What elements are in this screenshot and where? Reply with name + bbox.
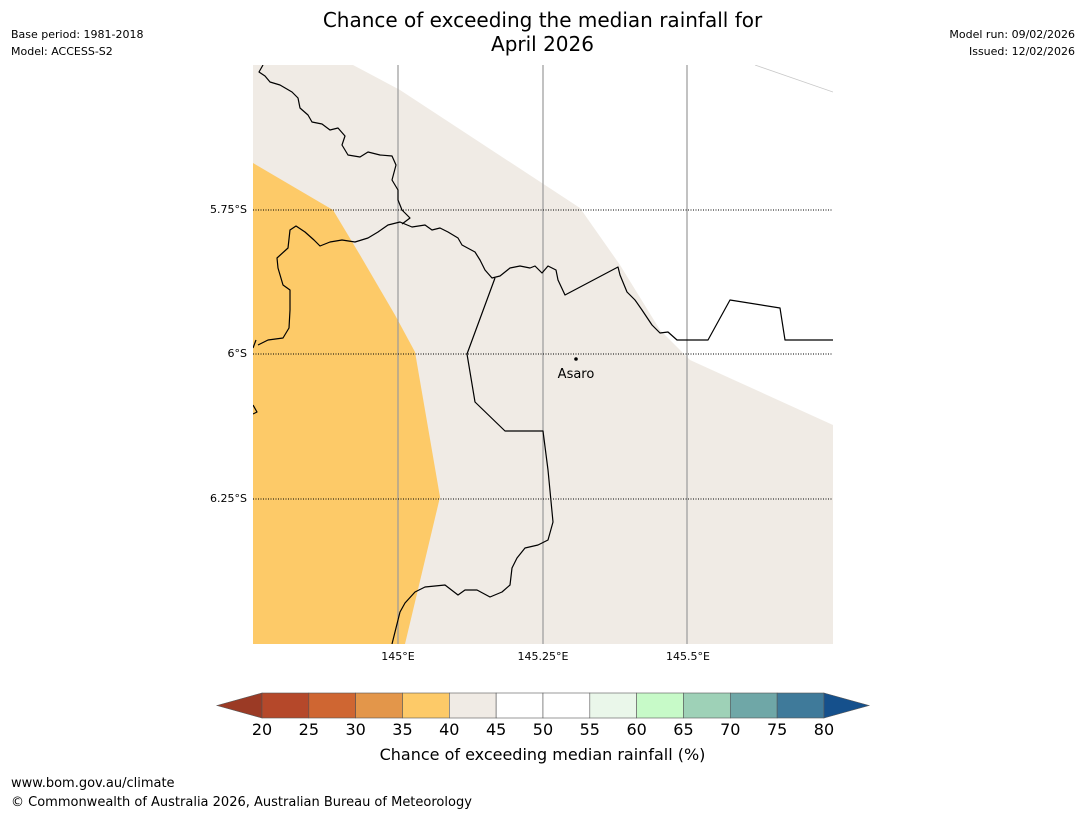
gridlines bbox=[253, 65, 833, 644]
place-label-asaro: Asaro bbox=[558, 367, 595, 382]
lat-label-6-25: 6.25°S bbox=[210, 492, 247, 505]
map: Asaro 5.75°S 6°S 6.25°S 145°E 145.25°E 1… bbox=[210, 65, 833, 663]
issued-date: Issued: 12/02/2026 bbox=[968, 45, 1075, 58]
colorbar-boxes bbox=[215, 692, 871, 719]
colorbar-tick-75: 75 bbox=[767, 720, 787, 739]
colorbar-tick-70: 70 bbox=[720, 720, 740, 739]
asaro-marker bbox=[574, 357, 578, 361]
colorbar-bin-40-45 bbox=[449, 692, 497, 719]
lat-label-5-75: 5.75°S bbox=[210, 203, 247, 216]
colorbar-bin-55-60 bbox=[589, 692, 637, 719]
colorbar-bin-75-80 bbox=[776, 692, 825, 719]
colorbar-bin-65-70 bbox=[683, 692, 731, 719]
province-borders bbox=[253, 65, 833, 644]
title-line-2: April 2026 bbox=[491, 32, 594, 56]
border-west-stub-2 bbox=[253, 404, 258, 415]
lon-label-145-5: 145.5°E bbox=[666, 650, 710, 663]
colorbar-bin-20-25 bbox=[261, 692, 310, 719]
colorbar-bin-35-40 bbox=[402, 692, 450, 719]
map-frame: Asaro bbox=[253, 65, 833, 644]
region-35-40 bbox=[253, 163, 440, 644]
lon-label-145-25: 145.25°E bbox=[518, 650, 569, 663]
colorbar-tick-80: 80 bbox=[814, 720, 834, 739]
meta-left: Base period: 1981-2018 Model: ACCESS-S2 bbox=[11, 26, 143, 60]
colorbar-tick-35: 35 bbox=[392, 720, 412, 739]
border-south bbox=[391, 277, 554, 644]
colorbar-arrow-low bbox=[215, 692, 263, 719]
colorbar-arrow-high bbox=[823, 692, 871, 719]
axis-labels: 5.75°S 6°S 6.25°S 145°E 145.25°E 145.5°E bbox=[210, 203, 710, 663]
chart-title: Chance of exceeding the median rainfall … bbox=[0, 8, 1085, 56]
colorbar-label: Chance of exceeding median rainfall (%) bbox=[379, 745, 706, 764]
border-north bbox=[258, 65, 411, 225]
model-name: Model: ACCESS-S2 bbox=[11, 45, 113, 58]
colorbar-tick-45: 45 bbox=[486, 720, 506, 739]
border-west-stub bbox=[253, 339, 257, 349]
colorbar-bin-60-65 bbox=[636, 692, 684, 719]
footer-url[interactable]: www.bom.gov.au/climate bbox=[11, 776, 175, 791]
colorbar-tick-55: 55 bbox=[580, 720, 600, 739]
colorbar-tick-60: 60 bbox=[626, 720, 646, 739]
colorbar-tick-20: 20 bbox=[252, 720, 272, 739]
colorbar-bin-70-75 bbox=[729, 692, 778, 719]
model-run: Model run: 09/02/2026 bbox=[949, 28, 1075, 41]
base-period: Base period: 1981-2018 bbox=[11, 28, 144, 41]
lat-label-6: 6°S bbox=[228, 347, 247, 360]
colorbar-bin-45-50 bbox=[495, 692, 544, 719]
title-line-1: Chance of exceeding the median rainfall … bbox=[322, 8, 763, 32]
faint-boundary bbox=[754, 65, 833, 93]
colorbar-bin-25-30 bbox=[308, 692, 356, 719]
lon-label-145: 145°E bbox=[381, 650, 414, 663]
colorbar-tick-40: 40 bbox=[439, 720, 459, 739]
colorbar-tick-65: 65 bbox=[673, 720, 693, 739]
footer-copyright: © Commonwealth of Australia 2026, Austra… bbox=[11, 795, 472, 810]
colorbar-tick-50: 50 bbox=[533, 720, 553, 739]
colorbar-tick-30: 30 bbox=[345, 720, 365, 739]
border-central bbox=[257, 221, 833, 346]
colorbar-ticks: 20 25 30 35 40 45 50 55 60 65 70 75 80 bbox=[252, 720, 834, 739]
colorbar-bin-50-55 bbox=[542, 692, 591, 719]
colorbar-bin-30-35 bbox=[355, 692, 403, 719]
colorbar: 20 25 30 35 40 45 50 55 60 65 70 75 80 bbox=[215, 692, 871, 739]
colorbar-tick-25: 25 bbox=[299, 720, 319, 739]
meta-right: Model run: 09/02/2026 Issued: 12/02/2026 bbox=[949, 26, 1075, 60]
